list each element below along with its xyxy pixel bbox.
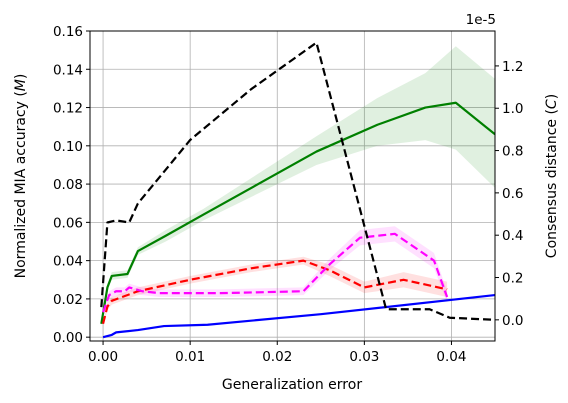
x-tick-label: 0.03 [349,349,379,365]
y-left-tick-label: 0.08 [53,177,83,193]
series-1-line [100,101,495,324]
y-right-axis-ticks: 0.0 0.2 0.4 0.6 0.8 1.0 1.2 [495,59,523,329]
x-axis-title: Generalization error [222,377,362,393]
y-right-tick-label: 0.8 [502,144,523,160]
x-tick-label: 0.04 [436,349,466,365]
y-left-axis-ticks: 0.00 0.02 0.04 0.06 0.08 0.10 0.12 0.14 0.16 [53,24,90,346]
y-right-tick-label: 1.0 [502,101,523,117]
y-right-tick-label: 0.0 [502,313,523,329]
confidence-bands [101,46,495,326]
x-tick-label: 0.02 [262,349,292,365]
y-left-axis-title: Normalized MIA accuracy (M) [13,74,29,279]
y-right-axis-title: Consensus distance (C) [544,94,560,258]
y-left-tick-label: 0.02 [53,292,83,308]
series-3-line [102,232,449,313]
y-left-tick-label: 0.04 [53,254,83,270]
y-right-tick-label: 1.2 [502,59,523,75]
series-2-line [101,259,448,325]
y-left-title-part-2: ) [13,74,29,79]
y-right-tick-label: 0.6 [502,186,523,202]
y-left-title-symbol: M [13,79,29,91]
y-left-tick-label: 0.14 [53,62,83,78]
series-lines [100,41,495,339]
y-left-tick-label: 0.10 [53,139,83,155]
y-left-tick-label: 0.16 [53,24,83,40]
x-tick-label: 0.00 [88,349,118,365]
x-axis-ticks: 0.00 0.01 0.02 0.03 0.04 [88,341,466,365]
y-right-tick-label: 0.2 [502,271,523,287]
y-right-title-part-1: Consensus distance ( [544,109,560,258]
y-left-tick-label: 0.12 [53,101,83,117]
plot-frame [89,30,496,342]
y-left-title-part-1: Normalized MIA accuracy ( [13,91,29,278]
series-0-line [102,293,495,339]
y-right-title-part-2: ) [544,94,560,99]
y-left-tick-label: 0.06 [53,215,83,231]
series-1-band [101,46,495,326]
x-tick-label: 0.01 [175,349,205,365]
y-right-tick-label: 0.4 [502,228,523,244]
y-left-tick-label: 0.00 [53,330,83,346]
y-right-title-symbol: C [544,99,560,109]
right-axis-offset-label: 1e-5 [466,12,496,28]
